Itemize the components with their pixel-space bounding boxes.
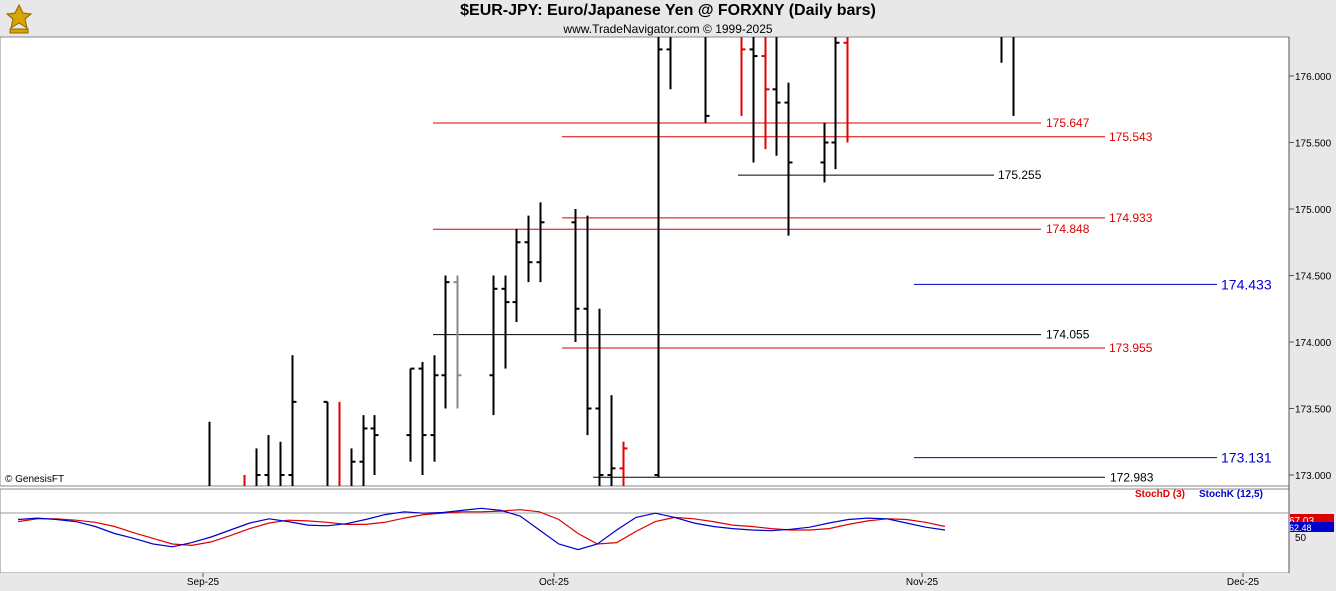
stoch-k-badge <box>1290 522 1334 532</box>
level-label: 175.255 <box>998 168 1042 182</box>
level-label: 174.055 <box>1046 328 1090 342</box>
stoch-k-legend: StochK (12,5) <box>1199 489 1263 500</box>
stoch-d-legend: StochD (3) <box>1135 489 1185 500</box>
level-label: 174.433 <box>1221 276 1272 292</box>
level-label: 174.848 <box>1046 222 1090 236</box>
y-tick-label: 173.500 <box>1295 405 1332 416</box>
level-label: 172.983 <box>1110 470 1154 484</box>
price-axis: 173.000 173.500 174.000 174.500 175.000 175.5… <box>1289 72 1332 482</box>
y-tick-label: 174.500 <box>1295 272 1332 283</box>
stoch-k-value: 62.48 <box>1289 523 1312 533</box>
y-tick-label: 176.000 <box>1295 72 1332 83</box>
price-levels: 179.465179.267179.059178.541178.481178.0… <box>433 116 1272 484</box>
x-tick-label: Nov-25 <box>906 577 939 588</box>
axis-bg <box>1289 37 1336 591</box>
price-panel-bg <box>0 36 1290 487</box>
level-label: 173.955 <box>1109 341 1153 355</box>
x-tick-label: Dec-25 <box>1227 577 1260 588</box>
stoch-tick-label: 50 <box>1295 533 1307 544</box>
stoch-d-value: 67.03 <box>1289 516 1314 527</box>
x-tick-label: Sep-25 <box>187 577 220 588</box>
level-label: 174.933 <box>1109 211 1153 225</box>
chart-header: $EUR-JPY: Euro/Japanese Yen @ FORXNY (Da… <box>0 0 1336 37</box>
level-label: 175.647 <box>1046 116 1090 130</box>
x-tick-label: Oct-25 <box>539 577 569 588</box>
level-label: 175.543 <box>1109 130 1153 144</box>
chart-frame <box>0 36 1336 591</box>
y-tick-label: 173.000 <box>1295 471 1332 482</box>
y-tick-label: 175.000 <box>1295 205 1332 216</box>
ohlc-bars <box>208 37 1015 486</box>
chart-title: $EUR-JPY: Euro/Japanese Yen @ FORXNY (Da… <box>460 2 876 19</box>
stochastic-panel-bg <box>0 488 1290 574</box>
time-axis: Sep-25 Oct-25 Nov-25 Dec-25 <box>187 573 1260 588</box>
chart-subtitle: www.TradeNavigator.com © 1999-2025 <box>563 22 773 36</box>
time-axis-bg <box>0 573 1289 591</box>
copyright-label: © GenesisFT <box>5 474 65 485</box>
y-tick-label: 175.500 <box>1295 139 1332 150</box>
level-label: 173.131 <box>1221 450 1272 466</box>
stoch-d-line <box>17 509 946 547</box>
stoch-k-line <box>17 507 946 551</box>
gold-bull-logo-icon <box>5 3 33 34</box>
y-tick-label: 174.000 <box>1295 338 1332 349</box>
